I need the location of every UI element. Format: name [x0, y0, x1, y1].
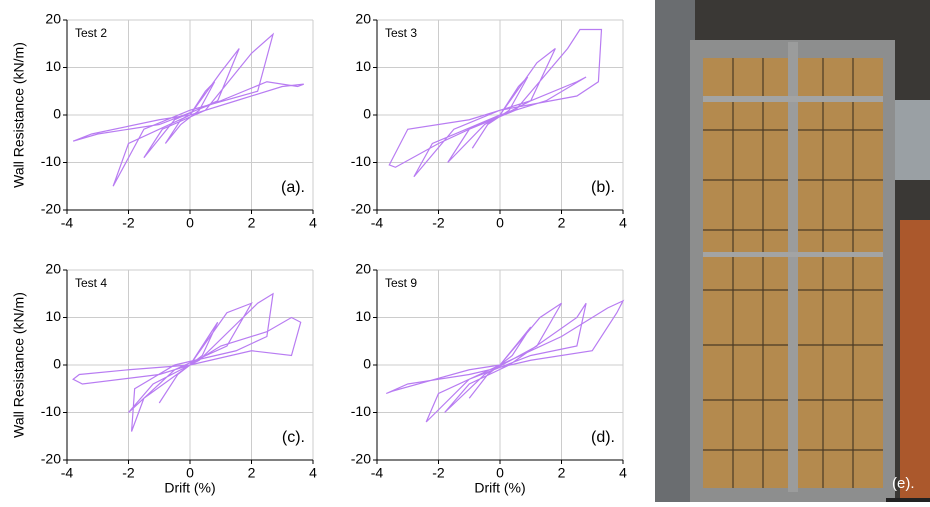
- panel-label: (c).: [282, 429, 305, 446]
- x-tick-label: 4: [619, 215, 627, 231]
- x-tick-label: 2: [248, 215, 256, 231]
- photo-stud: [788, 42, 798, 492]
- test-label: Test 3: [385, 26, 417, 40]
- y-tick-label: 10: [355, 308, 371, 324]
- hysteresis-line: [72, 292, 302, 432]
- test-label: Test 9: [385, 276, 417, 290]
- y-tick-label: 0: [53, 356, 61, 372]
- x-tick-label: 0: [496, 465, 504, 481]
- photo: (e).: [655, 0, 930, 502]
- photo-wall: [655, 0, 695, 502]
- y-tick-label: 20: [355, 11, 371, 27]
- y-tick-label: 20: [355, 261, 371, 277]
- x-tick-label: -2: [122, 465, 135, 481]
- y-tick-label: -10: [351, 403, 371, 419]
- y-tick-label: -20: [41, 451, 61, 467]
- hysteresis-line: [72, 32, 304, 187]
- x-tick-label: 0: [186, 465, 194, 481]
- x-tick-label: 4: [309, 465, 317, 481]
- photo-label: (e).: [892, 475, 915, 492]
- x-tick-label: 2: [248, 465, 256, 481]
- x-tick-label: -4: [61, 465, 74, 481]
- y-tick-label: 10: [45, 308, 61, 324]
- x-tick-label: -4: [61, 215, 74, 231]
- y-tick-label: -10: [41, 153, 61, 169]
- hysteresis-line: [385, 299, 625, 423]
- x-tick-label: 2: [558, 215, 566, 231]
- x-tick-label: -2: [432, 465, 445, 481]
- y-axis-label: Wall Resistance (kN/m): [11, 42, 27, 188]
- test-label: Test 4: [75, 276, 107, 290]
- panel-label: (b).: [591, 179, 615, 196]
- photo-strap: [703, 96, 883, 102]
- x-tick-label: 2: [558, 465, 566, 481]
- y-tick-label: 0: [363, 356, 371, 372]
- x-tick-label: -2: [122, 215, 135, 231]
- x-tick-label: -4: [371, 465, 384, 481]
- y-tick-label: 20: [45, 261, 61, 277]
- y-tick-label: -10: [351, 153, 371, 169]
- y-tick-label: 10: [355, 58, 371, 74]
- x-tick-label: 4: [309, 215, 317, 231]
- x-axis-label: Drift (%): [474, 480, 525, 496]
- y-tick-label: 0: [363, 106, 371, 122]
- y-tick-label: -20: [351, 201, 371, 217]
- x-tick-label: -2: [432, 215, 445, 231]
- x-tick-label: 0: [186, 215, 194, 231]
- x-tick-label: 0: [496, 215, 504, 231]
- y-tick-label: 20: [45, 11, 61, 27]
- y-tick-label: 10: [45, 58, 61, 74]
- y-axis-label: Wall Resistance (kN/m): [11, 292, 27, 438]
- photo-floor: [886, 498, 930, 502]
- test-label: Test 2: [75, 26, 107, 40]
- y-tick-label: -20: [351, 451, 371, 467]
- x-tick-label: 4: [619, 465, 627, 481]
- x-tick-label: -4: [371, 215, 384, 231]
- y-tick-label: -20: [41, 201, 61, 217]
- photo-ladder: [900, 220, 930, 502]
- y-tick-label: -10: [41, 403, 61, 419]
- panel-label: (d).: [591, 429, 615, 446]
- photo-strap: [703, 252, 883, 257]
- hysteresis-line: [388, 28, 603, 178]
- x-axis-label: Drift (%): [164, 480, 215, 496]
- panel-label: (a).: [281, 179, 305, 196]
- y-tick-label: 0: [53, 106, 61, 122]
